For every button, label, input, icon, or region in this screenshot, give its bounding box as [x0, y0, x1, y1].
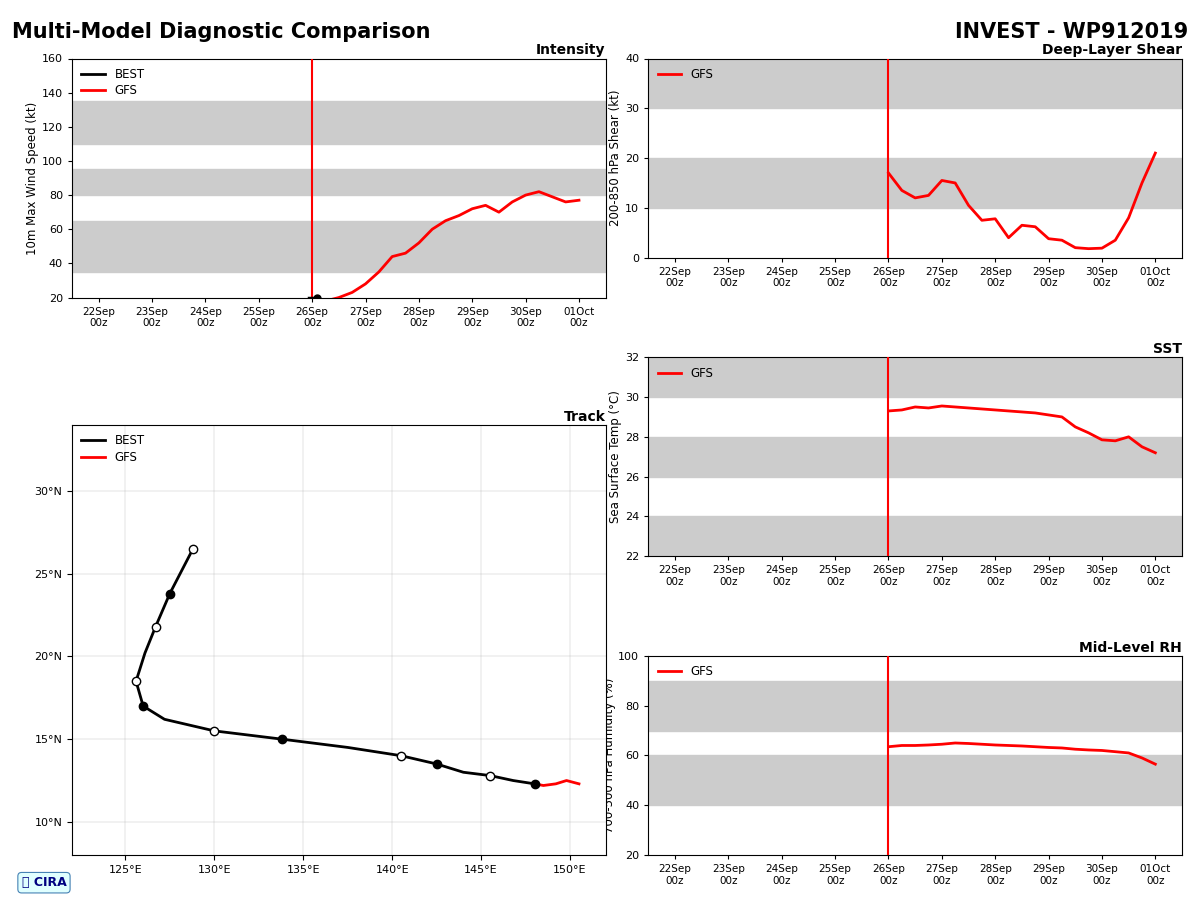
Y-axis label: 200-850 hPa Shear (kt): 200-850 hPa Shear (kt)	[610, 90, 623, 226]
Text: Intensity: Intensity	[536, 43, 606, 58]
Text: SST: SST	[1153, 342, 1182, 356]
Bar	[648, 755, 1182, 806]
Text: Mid-Level RH: Mid-Level RH	[1079, 641, 1182, 654]
Bar	[72, 169, 606, 195]
Text: INVEST - WP912019: INVEST - WP912019	[955, 22, 1188, 42]
Text: Track: Track	[564, 410, 606, 424]
Bar	[648, 517, 1182, 556]
Bar	[72, 101, 606, 144]
Legend: GFS: GFS	[654, 662, 718, 682]
Bar	[648, 680, 1182, 731]
Text: Multi-Model Diagnostic Comparison: Multi-Model Diagnostic Comparison	[12, 22, 431, 42]
Legend: BEST, GFS: BEST, GFS	[78, 430, 148, 467]
Y-axis label: Sea Surface Temp (°C): Sea Surface Temp (°C)	[610, 391, 623, 523]
Y-axis label: 10m Max Wind Speed (kt): 10m Max Wind Speed (kt)	[26, 102, 40, 255]
Bar	[648, 158, 1182, 208]
Bar	[72, 220, 606, 272]
Bar	[648, 357, 1182, 397]
Legend: BEST, GFS: BEST, GFS	[78, 65, 148, 101]
Text: Deep-Layer Shear: Deep-Layer Shear	[1042, 43, 1182, 58]
Legend: GFS: GFS	[654, 363, 718, 383]
Bar	[648, 58, 1182, 108]
Text: Ⓜ CIRA: Ⓜ CIRA	[22, 877, 66, 889]
Y-axis label: 700-500 hPa Humidity (%): 700-500 hPa Humidity (%)	[602, 678, 616, 833]
Bar	[648, 436, 1182, 477]
Legend: GFS: GFS	[654, 65, 718, 85]
